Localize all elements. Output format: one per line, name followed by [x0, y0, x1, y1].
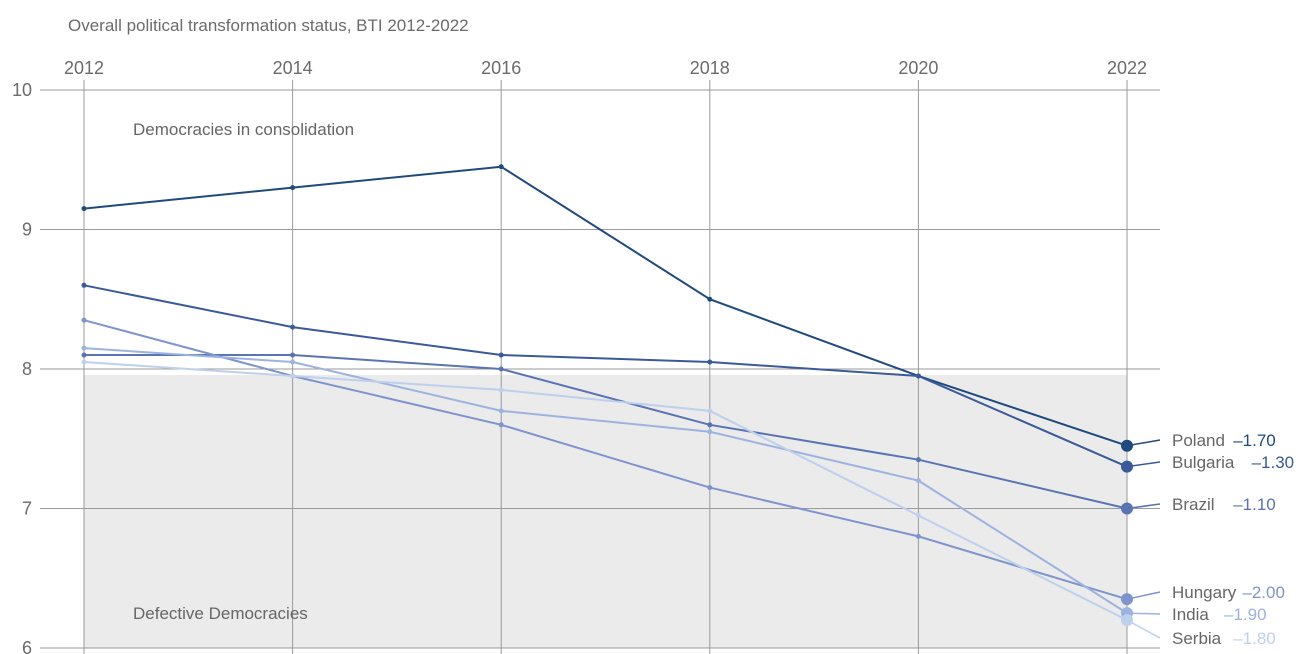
data-point	[707, 359, 713, 365]
data-point	[707, 296, 713, 302]
series-label-serbia: Serbia	[1172, 629, 1222, 648]
region-label: Democracies in consolidation	[133, 120, 354, 139]
leader-line	[1126, 612, 1161, 615]
data-point	[290, 185, 296, 191]
chart-title: Overall political transformation status,…	[68, 16, 469, 35]
data-point	[915, 533, 921, 539]
data-point	[707, 429, 713, 435]
data-point	[81, 206, 87, 212]
series-delta-serbia: –1.80	[1233, 629, 1276, 648]
data-point	[707, 485, 713, 491]
x-tick-label: 2016	[481, 58, 521, 78]
data-point	[915, 373, 921, 379]
data-point	[915, 512, 921, 518]
data-point	[290, 373, 296, 379]
data-point	[498, 366, 504, 372]
y-tick-label: 7	[22, 499, 32, 519]
data-point	[290, 352, 296, 358]
series-line-hungary	[83, 319, 1128, 601]
data-point	[498, 352, 504, 358]
data-point	[707, 408, 713, 414]
series-delta-bulgaria: –1.30	[1252, 453, 1295, 472]
data-point	[498, 422, 504, 428]
series-label-poland: Poland	[1172, 431, 1225, 450]
data-point	[498, 408, 504, 414]
y-tick-label: 6	[22, 638, 32, 654]
x-tick-label: 2022	[1107, 58, 1147, 78]
data-point	[915, 457, 921, 463]
data-point	[290, 324, 296, 330]
data-point	[81, 317, 87, 323]
region-label: Defective Democracies	[133, 604, 308, 623]
y-tick-label: 9	[22, 220, 32, 240]
series-label-india: India	[1172, 605, 1209, 624]
y-tick-label: 8	[22, 359, 32, 379]
data-point	[81, 352, 87, 358]
x-tick-label: 2018	[690, 58, 730, 78]
leader-line	[1126, 461, 1161, 468]
y-tick-label: 10	[12, 80, 32, 100]
data-point	[498, 387, 504, 393]
leader-line	[1126, 591, 1161, 600]
series-line-poland	[83, 165, 1128, 447]
series-delta-hungary: –2.00	[1242, 583, 1285, 602]
x-tick-label: 2020	[898, 58, 938, 78]
leader-line	[1126, 439, 1161, 447]
x-tick-label: 2012	[64, 58, 104, 78]
data-point	[81, 282, 87, 288]
leader-line	[1126, 503, 1161, 510]
data-point	[81, 359, 87, 365]
series-delta-brazil: –1.10	[1233, 495, 1276, 514]
series-label-bulgaria: Bulgaria	[1172, 453, 1235, 472]
series-line-brazil	[84, 354, 1128, 510]
data-point	[81, 345, 87, 351]
data-point	[915, 478, 921, 484]
series-line-bulgaria	[83, 284, 1128, 468]
data-point	[707, 422, 713, 428]
data-point	[290, 359, 296, 365]
data-point	[498, 164, 504, 170]
series-line-india	[83, 347, 1128, 614]
leader-line	[1126, 619, 1161, 639]
x-tick-label: 2014	[273, 58, 313, 78]
series-delta-poland: –1.70	[1233, 431, 1276, 450]
series-label-hungary: Hungary	[1172, 583, 1237, 602]
series-delta-india: –1.90	[1224, 605, 1267, 624]
series-line-serbia	[83, 361, 1128, 621]
series-label-brazil: Brazil	[1172, 495, 1215, 514]
